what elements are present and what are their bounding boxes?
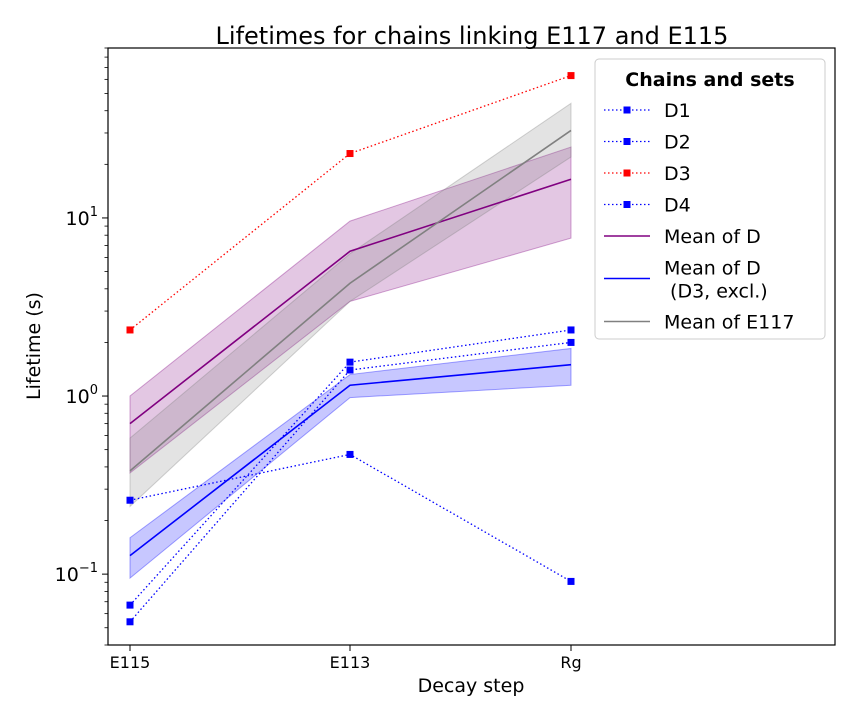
- plot-frame: [107, 47, 836, 646]
- point-d4-e115: [126, 496, 134, 504]
- legend-label-mean-of-e117: Mean of E117: [664, 312, 794, 334]
- band-mean-of-e117: [129, 102, 572, 508]
- legend-label-d3: D3: [664, 163, 691, 185]
- y-tick-label: 101: [66, 205, 98, 230]
- point-d1-e115: [126, 601, 134, 609]
- line-mean-of-d-d3-excl: [129, 363, 572, 557]
- legend-marker-d3: [623, 169, 631, 177]
- legend: Chains and sets D1 D2 D3 D4 Mean of D Mean of …: [594, 58, 826, 340]
- point-d3-e113: [346, 150, 354, 158]
- point-d1-rg: [567, 326, 575, 334]
- band-mean-of-d: [129, 146, 572, 474]
- y-tick-label: 100: [66, 383, 98, 408]
- point-d4-rg: [567, 577, 575, 585]
- legend-marker-d2: [623, 138, 631, 145]
- series-points: [126, 72, 575, 626]
- x-tick-label: Rg: [560, 653, 581, 672]
- point-d3-rg: [567, 72, 575, 80]
- point-d4-e113: [346, 450, 354, 458]
- legend-box: [594, 58, 826, 340]
- x-tick-label: E113: [330, 653, 371, 672]
- y-axis-label: Lifetime (s): [23, 292, 45, 400]
- legend-label-mean-of-d: Mean of D: [664, 226, 761, 248]
- point-d3-e115: [126, 326, 134, 334]
- legend-label-d1: D1: [664, 100, 691, 122]
- line-mean-of-d: [129, 178, 572, 425]
- point-d2-e115: [126, 618, 134, 626]
- band-mean-of-d-d3-excl: [129, 347, 572, 580]
- x-axis-label: Decay step: [418, 675, 525, 697]
- line-d1: [129, 329, 572, 606]
- legend-marker-d1: [623, 106, 631, 114]
- x-tick-label: E115: [110, 653, 151, 672]
- y-tick-label: 10−1: [55, 561, 98, 586]
- legend-marker-d4: [623, 201, 631, 208]
- point-d1-e113: [346, 358, 354, 366]
- legend-label-mean-of-d-d3-excl: Mean of D (D3, excl.): [664, 258, 768, 303]
- axes: E115 E113 Rg 10−1 100 101: [55, 47, 582, 672]
- point-d2-e113: [346, 366, 354, 374]
- legend-label-d4: D4: [664, 195, 691, 217]
- chart-title: Lifetimes for chains linking E117 and E1…: [216, 22, 729, 50]
- point-d2-rg: [567, 338, 575, 346]
- line-mean-of-e117: [129, 129, 572, 472]
- confidence-bands: [129, 102, 572, 580]
- legend-title: Chains and sets: [625, 69, 794, 91]
- legend-label-d2: D2: [664, 132, 691, 154]
